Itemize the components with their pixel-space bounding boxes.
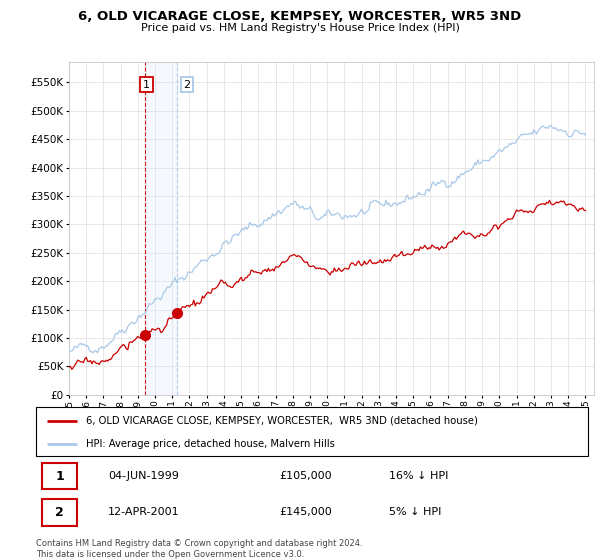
- Text: Price paid vs. HM Land Registry's House Price Index (HPI): Price paid vs. HM Land Registry's House …: [140, 23, 460, 33]
- Text: 1: 1: [143, 80, 150, 90]
- Text: 6, OLD VICARAGE CLOSE, KEMPSEY, WORCESTER,  WR5 3ND (detached house): 6, OLD VICARAGE CLOSE, KEMPSEY, WORCESTE…: [86, 416, 478, 426]
- Bar: [145, 62, 176, 395]
- FancyBboxPatch shape: [41, 463, 77, 489]
- Text: 6, OLD VICARAGE CLOSE, KEMPSEY, WORCESTER, WR5 3ND: 6, OLD VICARAGE CLOSE, KEMPSEY, WORCESTE…: [79, 10, 521, 23]
- Text: 2: 2: [55, 506, 64, 519]
- FancyBboxPatch shape: [41, 499, 77, 526]
- Text: £105,000: £105,000: [279, 471, 332, 481]
- Text: Contains HM Land Registry data © Crown copyright and database right 2024.
This d: Contains HM Land Registry data © Crown c…: [36, 539, 362, 559]
- Text: 16% ↓ HPI: 16% ↓ HPI: [389, 471, 449, 481]
- Text: £145,000: £145,000: [279, 507, 332, 517]
- Text: 5% ↓ HPI: 5% ↓ HPI: [389, 507, 442, 517]
- Text: 2: 2: [184, 80, 190, 90]
- Text: HPI: Average price, detached house, Malvern Hills: HPI: Average price, detached house, Malv…: [86, 439, 335, 449]
- Text: 1: 1: [55, 469, 64, 483]
- Text: 12-APR-2001: 12-APR-2001: [108, 507, 179, 517]
- Text: 04-JUN-1999: 04-JUN-1999: [108, 471, 179, 481]
